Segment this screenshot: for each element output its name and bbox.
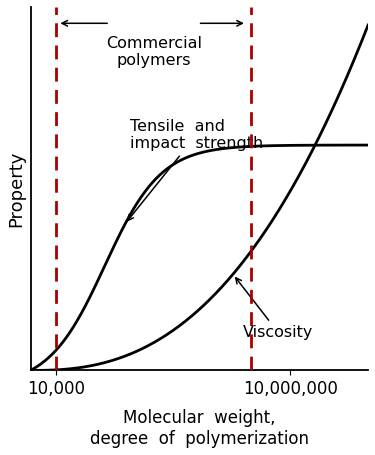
Y-axis label: Property: Property	[7, 151, 25, 227]
Text: Tensile  and
impact  strength: Tensile and impact strength	[128, 119, 263, 220]
Text: Commercial
polymers: Commercial polymers	[106, 36, 202, 68]
Text: Viscosity: Viscosity	[236, 278, 314, 340]
X-axis label: Molecular  weight,
degree  of  polymerization: Molecular weight, degree of polymerizati…	[90, 409, 309, 448]
